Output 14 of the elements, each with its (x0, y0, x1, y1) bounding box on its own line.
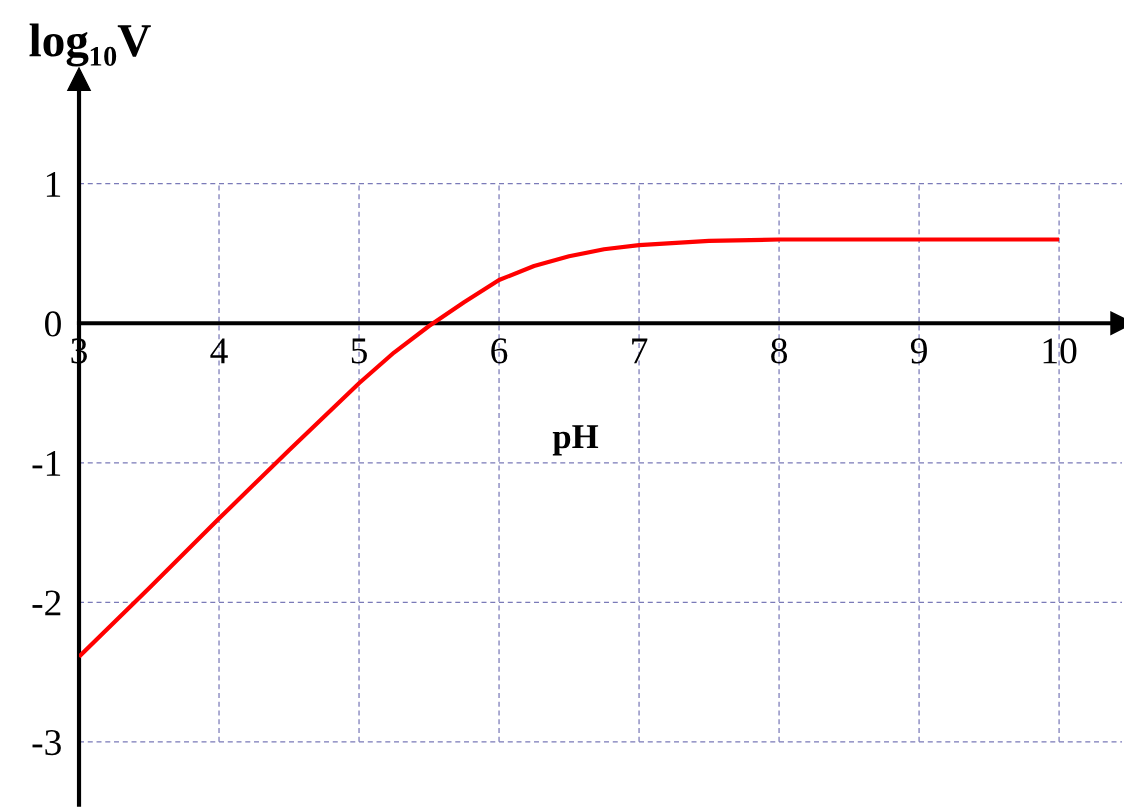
y-axis-title: log₁₀V (29, 23, 151, 67)
x-axis-title: pH (552, 425, 599, 456)
x-tick-label: 4 (210, 338, 228, 364)
y-tick-label: 0 (45, 311, 61, 337)
x-tick-label: 5 (351, 338, 367, 364)
x-tick-label: 10 (1043, 338, 1077, 364)
y-tick-label: -3 (32, 729, 61, 756)
x-tick-label: 9 (910, 338, 927, 364)
y-tick-label: -1 (32, 451, 61, 476)
x-tick-label: 7 (632, 338, 648, 364)
y-tick-label: 1 (46, 171, 61, 197)
x-tick-label: 6 (491, 338, 508, 364)
y-tick-label: -2 (32, 590, 61, 616)
x-tick-label: 8 (771, 338, 788, 364)
